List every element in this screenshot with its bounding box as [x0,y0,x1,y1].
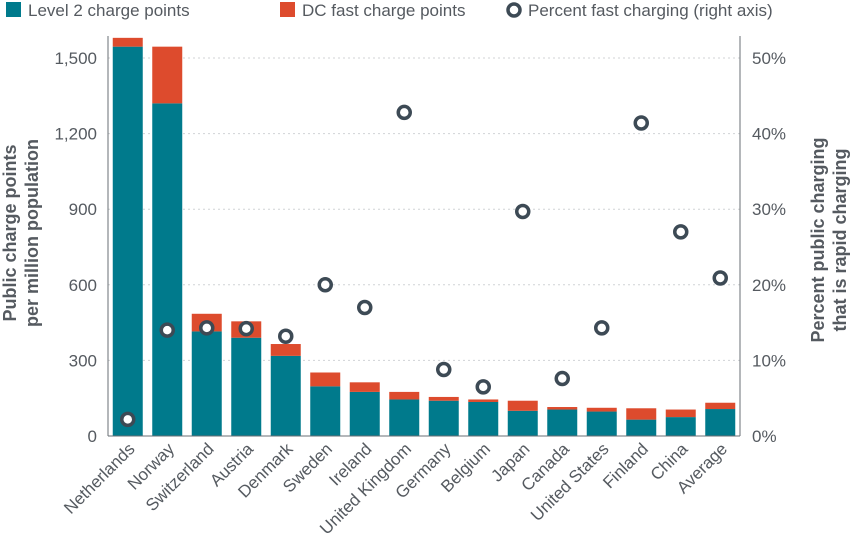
level2-bar-germany [428,400,459,436]
y-right-tick-label: 10% [752,351,786,370]
x-tick-label-finland: Finland [599,439,652,492]
dcfast-bar-belgium [468,399,499,402]
y-axis-left-title-line1: Public charge points [0,144,20,321]
legend-swatch-level2 [6,2,21,17]
dcfast-bar-denmark [270,344,301,356]
percent-fast-point-denmark [278,328,294,344]
y-right-tick-label: 40% [752,125,786,144]
legend-label-level2: Level 2 charge points [28,1,190,20]
level2-bar-netherlands [112,46,143,436]
dcfast-bar-finland [626,408,657,420]
legend: Level 2 charge points DC fast charge poin… [6,1,773,20]
y-left-tick-label: 600 [69,276,97,295]
dcfast-bar-china [665,409,696,418]
level2-bar-average [705,409,736,436]
y-axis-right-title-line2: that is rapid charging [830,148,850,331]
level2-bar-united-states [586,411,617,436]
y-axis-right-title-line1: Percent public charging [808,137,828,342]
percent-fast-point-ireland [357,299,373,316]
legend-label-dcfast: DC fast charge points [302,1,465,20]
y-right-tick-label: 30% [752,200,786,219]
level2-bar-sweden [310,386,341,436]
level2-bar-canada [547,409,578,436]
level2-bar-united-kingdom [389,399,420,436]
y-axis-left-title-line2: per million population [22,139,42,327]
level2-bar-china [665,417,696,436]
legend-swatch-dcfast [280,2,295,17]
level2-bar-norway [152,103,183,437]
y-left-tick-label: 300 [69,351,97,370]
percent-fast-point-united-kingdom [396,104,412,121]
y-left-tick-label: 1,500 [54,49,97,68]
percent-fast-point-switzerland [199,320,215,336]
level2-bar-ireland [349,391,380,436]
percent-fast-point-austria [238,320,254,337]
right-axis-ticks: 0% 10% 20% 30% 40% 50% [752,49,786,446]
percent-fast-point-united-states [594,320,610,336]
percent-fast-point-norway [159,322,175,338]
legend-label-percent-fast: Percent fast charging (right axis) [528,1,773,20]
level2-bar-finland [626,419,657,436]
dcfast-bar-netherlands [112,37,143,47]
dcfast-bar-united-states [586,407,617,412]
dcfast-bar-ireland [349,382,380,392]
scatter-points [120,104,728,428]
y-right-tick-label: 50% [752,49,786,68]
y-left-tick-label: 900 [69,200,97,219]
level2-bar-switzerland [191,331,222,436]
dcfast-bar-canada [547,407,578,410]
y-left-tick-label: 1,200 [54,125,97,144]
dcfast-bar-japan [507,400,538,411]
percent-fast-point-germany [436,361,452,378]
dcfast-bar-sweden [310,372,341,387]
category-labels: NetherlandsNorwaySwitzerlandAustriaDenma… [60,439,731,538]
level2-bar-belgium [468,401,499,436]
percent-fast-point-netherlands [120,411,136,428]
gridlines [108,57,740,361]
percent-fast-point-belgium [475,379,491,395]
level2-bar-austria [231,337,262,436]
dcfast-bar-germany [428,396,459,401]
legend-marker-percent-fast [506,2,522,18]
dcfast-bar-average [705,402,736,410]
dcfast-bar-norway [152,46,183,104]
level2-bar-japan [507,410,538,436]
y-right-tick-label: 0% [752,427,777,446]
y-left-tick-label: 0 [88,427,97,446]
percent-fast-point-finland [633,115,649,131]
level2-bar-denmark [270,355,301,436]
y-right-tick-label: 20% [752,276,786,295]
percent-fast-point-japan [515,203,531,220]
left-axis-ticks: 0 300 600 900 1,200 1,500 [54,49,97,446]
percent-fast-point-china [673,224,689,240]
percent-fast-point-canada [554,370,570,387]
dcfast-bar-united-kingdom [389,391,420,400]
bars [112,37,736,437]
percent-fast-point-sweden [317,277,333,293]
percent-fast-point-average [712,270,728,286]
